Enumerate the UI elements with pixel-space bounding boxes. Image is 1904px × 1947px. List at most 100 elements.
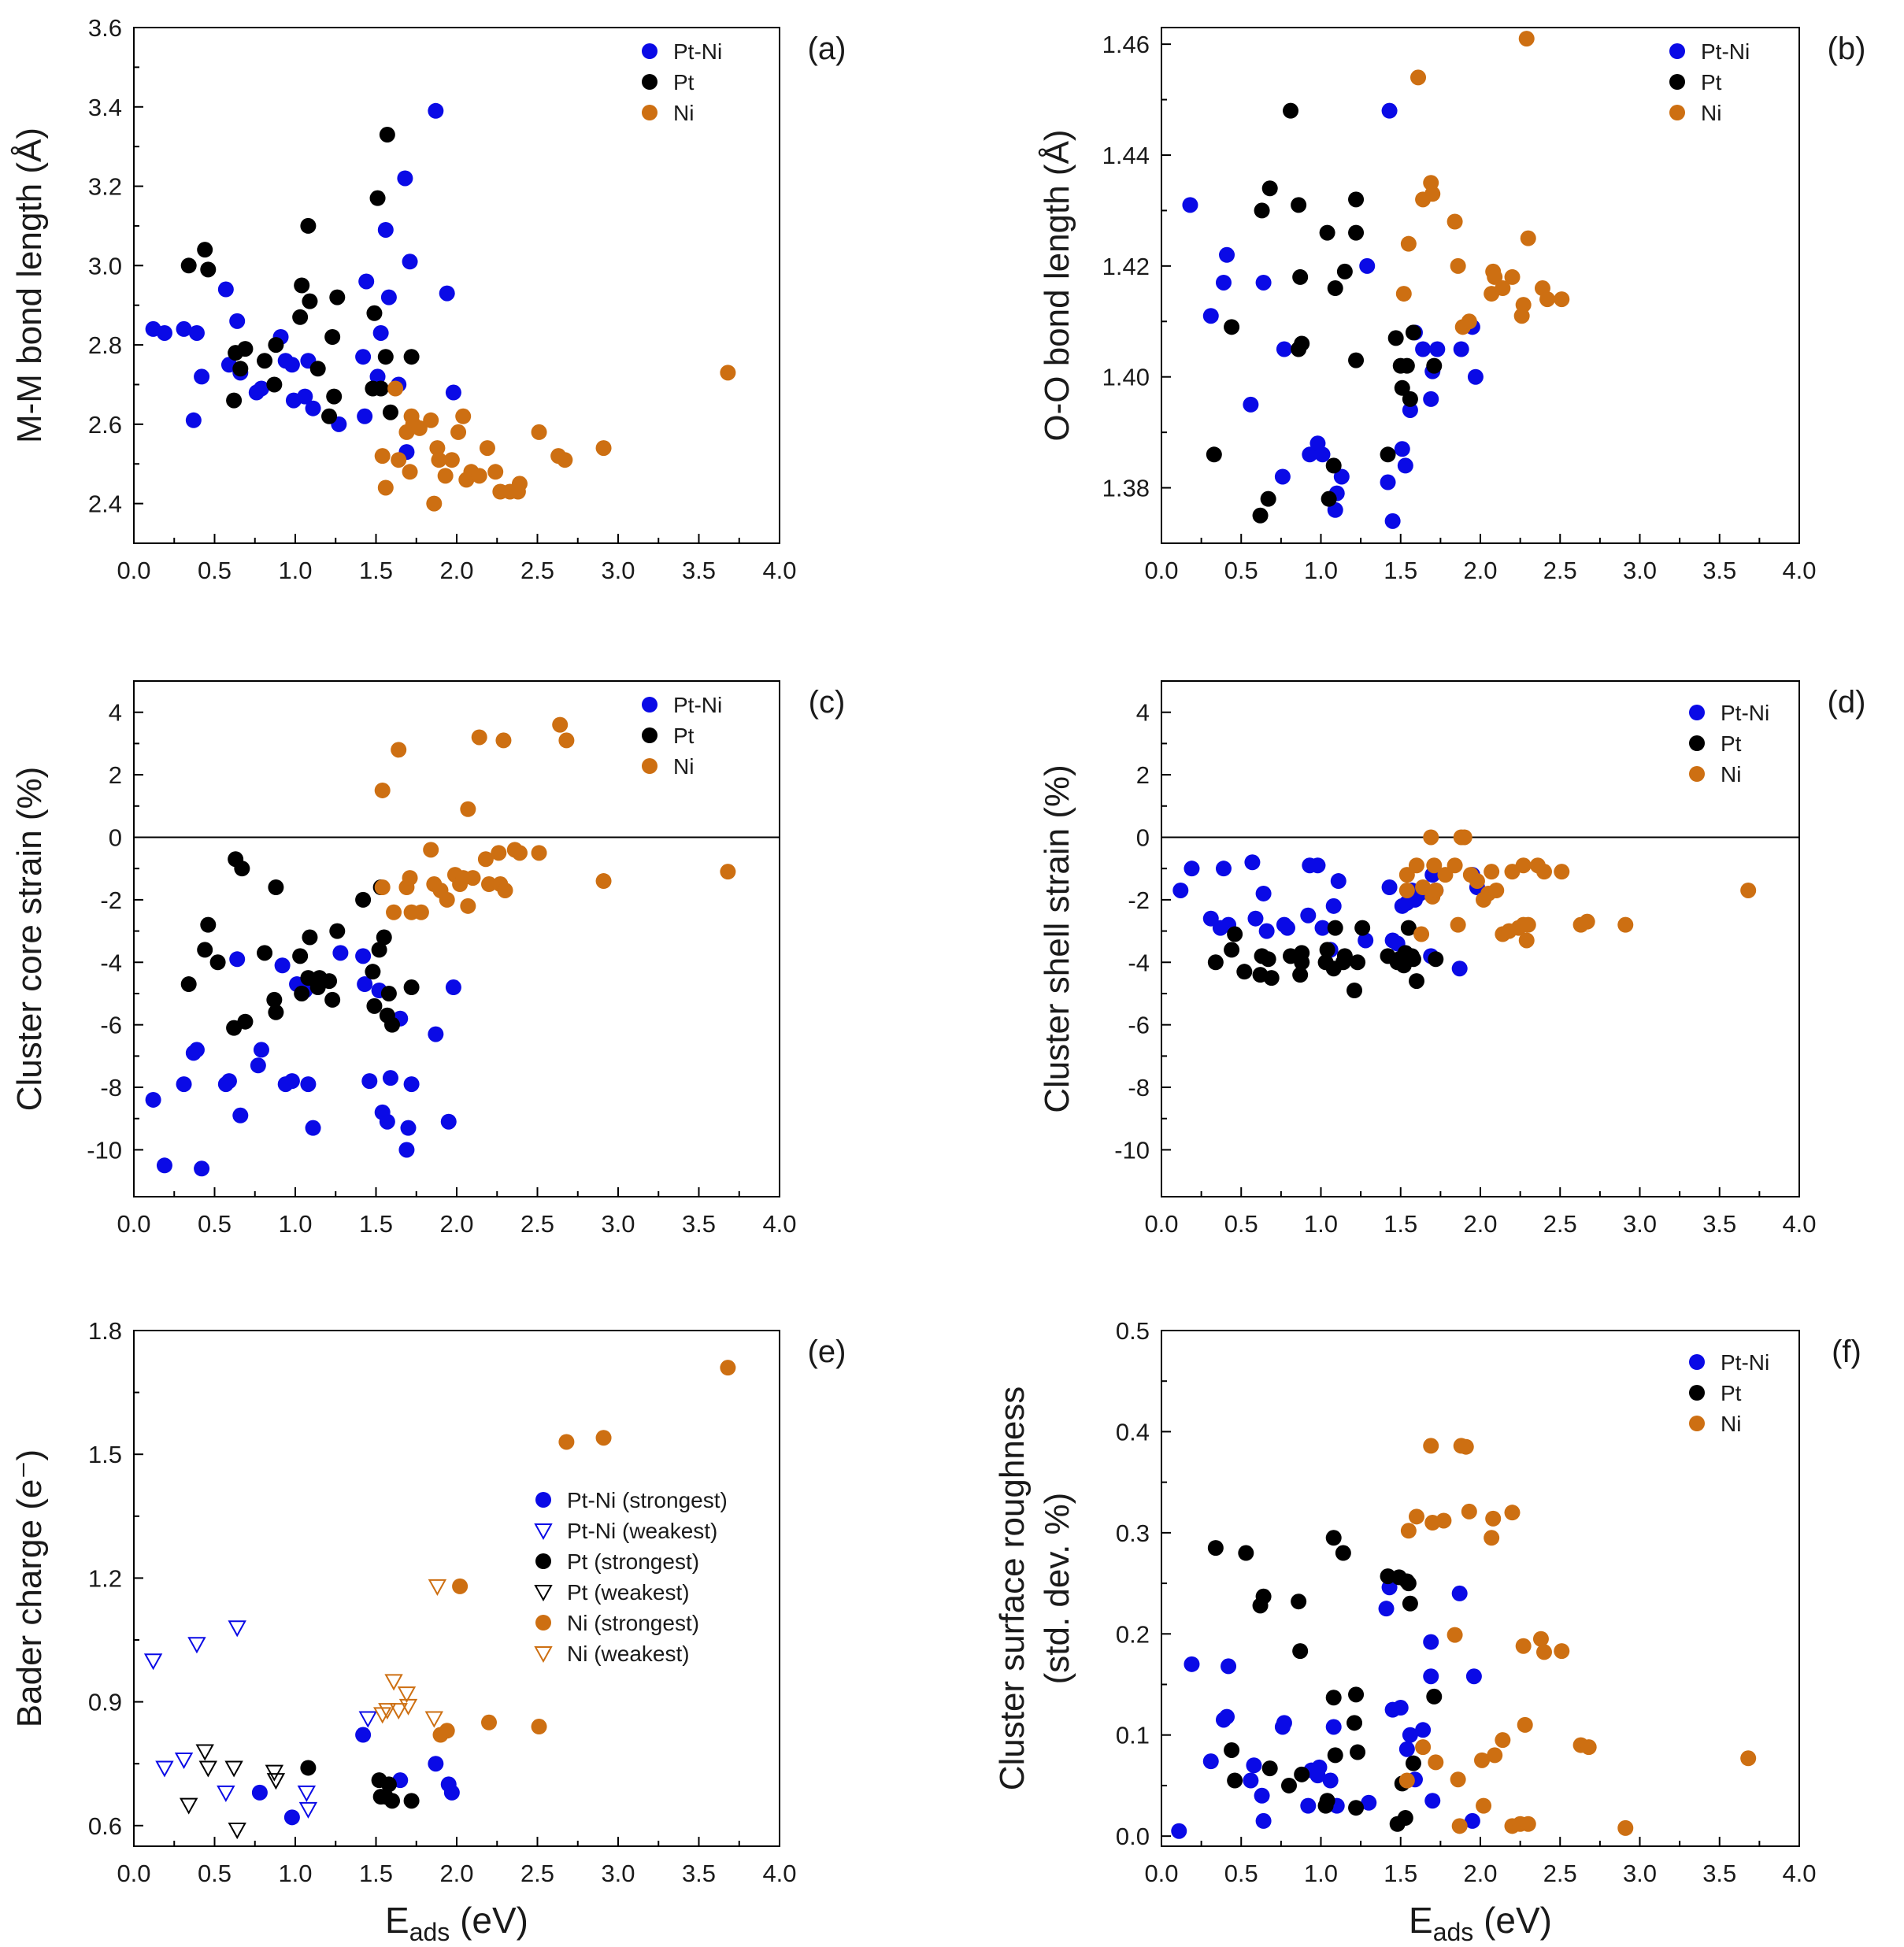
data-point <box>382 1070 398 1086</box>
legend-label: Pt-Ni <box>1701 39 1750 64</box>
data-point <box>1398 357 1415 374</box>
data-point <box>497 882 513 898</box>
data-point <box>329 923 346 939</box>
data-point <box>495 732 512 749</box>
data-point <box>1517 1716 1533 1733</box>
x-tick-label: 3.0 <box>601 1860 635 1887</box>
data-point <box>220 1073 237 1090</box>
data-point <box>309 361 326 377</box>
data-point <box>428 1756 444 1772</box>
data-point <box>174 1752 194 1770</box>
legend-label: Pt-Ni <box>673 39 722 64</box>
data-point <box>292 948 309 964</box>
data-point <box>450 424 467 440</box>
data-point <box>403 1076 420 1093</box>
data-point <box>251 1784 268 1801</box>
x-tick-label: 2.0 <box>1463 1860 1497 1887</box>
x-tick-label: 2.0 <box>1463 557 1497 584</box>
data-point <box>1294 1766 1310 1782</box>
data-point <box>1255 885 1272 901</box>
data-point <box>237 341 254 357</box>
data-point <box>1336 948 1353 964</box>
series-pt <box>180 851 420 1036</box>
x-tick-label: 0.0 <box>1144 1860 1178 1887</box>
data-point <box>1350 954 1366 971</box>
x-axis-title: Eads (eV) <box>1409 1900 1552 1946</box>
data-point <box>1243 1772 1259 1789</box>
data-point <box>234 861 250 877</box>
series-pt <box>1207 920 1444 998</box>
data-point <box>1215 274 1232 291</box>
data-point <box>1350 1744 1366 1760</box>
data-point <box>1172 882 1189 898</box>
data-point <box>365 964 381 980</box>
data-point <box>1532 1631 1549 1647</box>
data-point <box>552 716 569 733</box>
x-tick-label: 2.0 <box>439 1860 473 1887</box>
legend-marker <box>1669 74 1685 90</box>
legend: Pt-Ni Pt Ni <box>1689 701 1769 787</box>
data-point <box>1518 932 1535 949</box>
data-point <box>1456 829 1472 846</box>
data-point <box>402 870 418 887</box>
data-point <box>1255 274 1272 291</box>
legend-label: Pt-Ni <box>1721 701 1769 725</box>
data-point <box>1484 1530 1500 1546</box>
data-point <box>471 729 487 746</box>
data-point <box>197 242 213 258</box>
data-point <box>1424 1793 1441 1809</box>
data-point <box>377 479 394 496</box>
x-tick-label: 1.0 <box>278 1860 312 1887</box>
y-axis-title: Cluster shell strain (%) <box>1038 764 1076 1113</box>
data-point <box>302 929 318 946</box>
data-point <box>1236 964 1253 980</box>
data-point <box>1451 1818 1468 1834</box>
x-tick-label: 1.5 <box>359 1860 393 1887</box>
data-point <box>423 412 439 428</box>
data-point <box>1335 1545 1351 1561</box>
data-point <box>378 1703 397 1720</box>
data-point <box>1319 224 1335 241</box>
data-point <box>1464 1812 1480 1829</box>
y-tick-label: 0 <box>109 824 122 851</box>
data-point <box>355 891 372 908</box>
data-point <box>1291 1594 1307 1610</box>
data-point <box>1458 1438 1474 1455</box>
data-point <box>382 404 398 420</box>
data-point <box>188 324 205 341</box>
data-point <box>428 102 444 119</box>
data-point <box>268 879 284 895</box>
legend-marker <box>1689 735 1705 751</box>
data-point <box>1450 257 1466 274</box>
panel-label: (b) <box>1828 31 1866 66</box>
data-point <box>321 973 338 990</box>
data-point <box>1539 291 1556 308</box>
data-point <box>374 448 391 465</box>
legend-label: Ni (strongest) <box>567 1611 699 1635</box>
legend: Pt-Ni Pt Ni <box>642 693 722 779</box>
data-point <box>194 368 210 385</box>
data-point <box>1380 474 1396 490</box>
data-point <box>1238 1545 1254 1561</box>
data-point <box>1206 446 1222 463</box>
series-pt <box>1206 102 1443 524</box>
data-point <box>1319 942 1335 958</box>
legend-marker <box>1669 43 1685 59</box>
legend-label: Pt-Ni (strongest) <box>567 1488 728 1512</box>
data-point <box>1354 920 1371 936</box>
data-point <box>1219 246 1235 263</box>
legend-marker <box>535 1615 551 1631</box>
panel-label: (a) <box>808 31 846 66</box>
data-point <box>1400 235 1417 252</box>
data-point <box>1395 286 1412 302</box>
data-point <box>257 353 273 369</box>
legend-marker <box>1689 1354 1705 1370</box>
data-point <box>1423 1438 1439 1454</box>
legend-marker <box>534 1585 553 1602</box>
legend-label: Pt-Ni (weakest) <box>567 1519 717 1543</box>
data-point <box>411 420 428 436</box>
data-point <box>1413 926 1430 942</box>
x-axis-title: Eads (eV) <box>385 1900 528 1946</box>
data-point <box>1276 341 1292 357</box>
data-point <box>1347 983 1363 998</box>
